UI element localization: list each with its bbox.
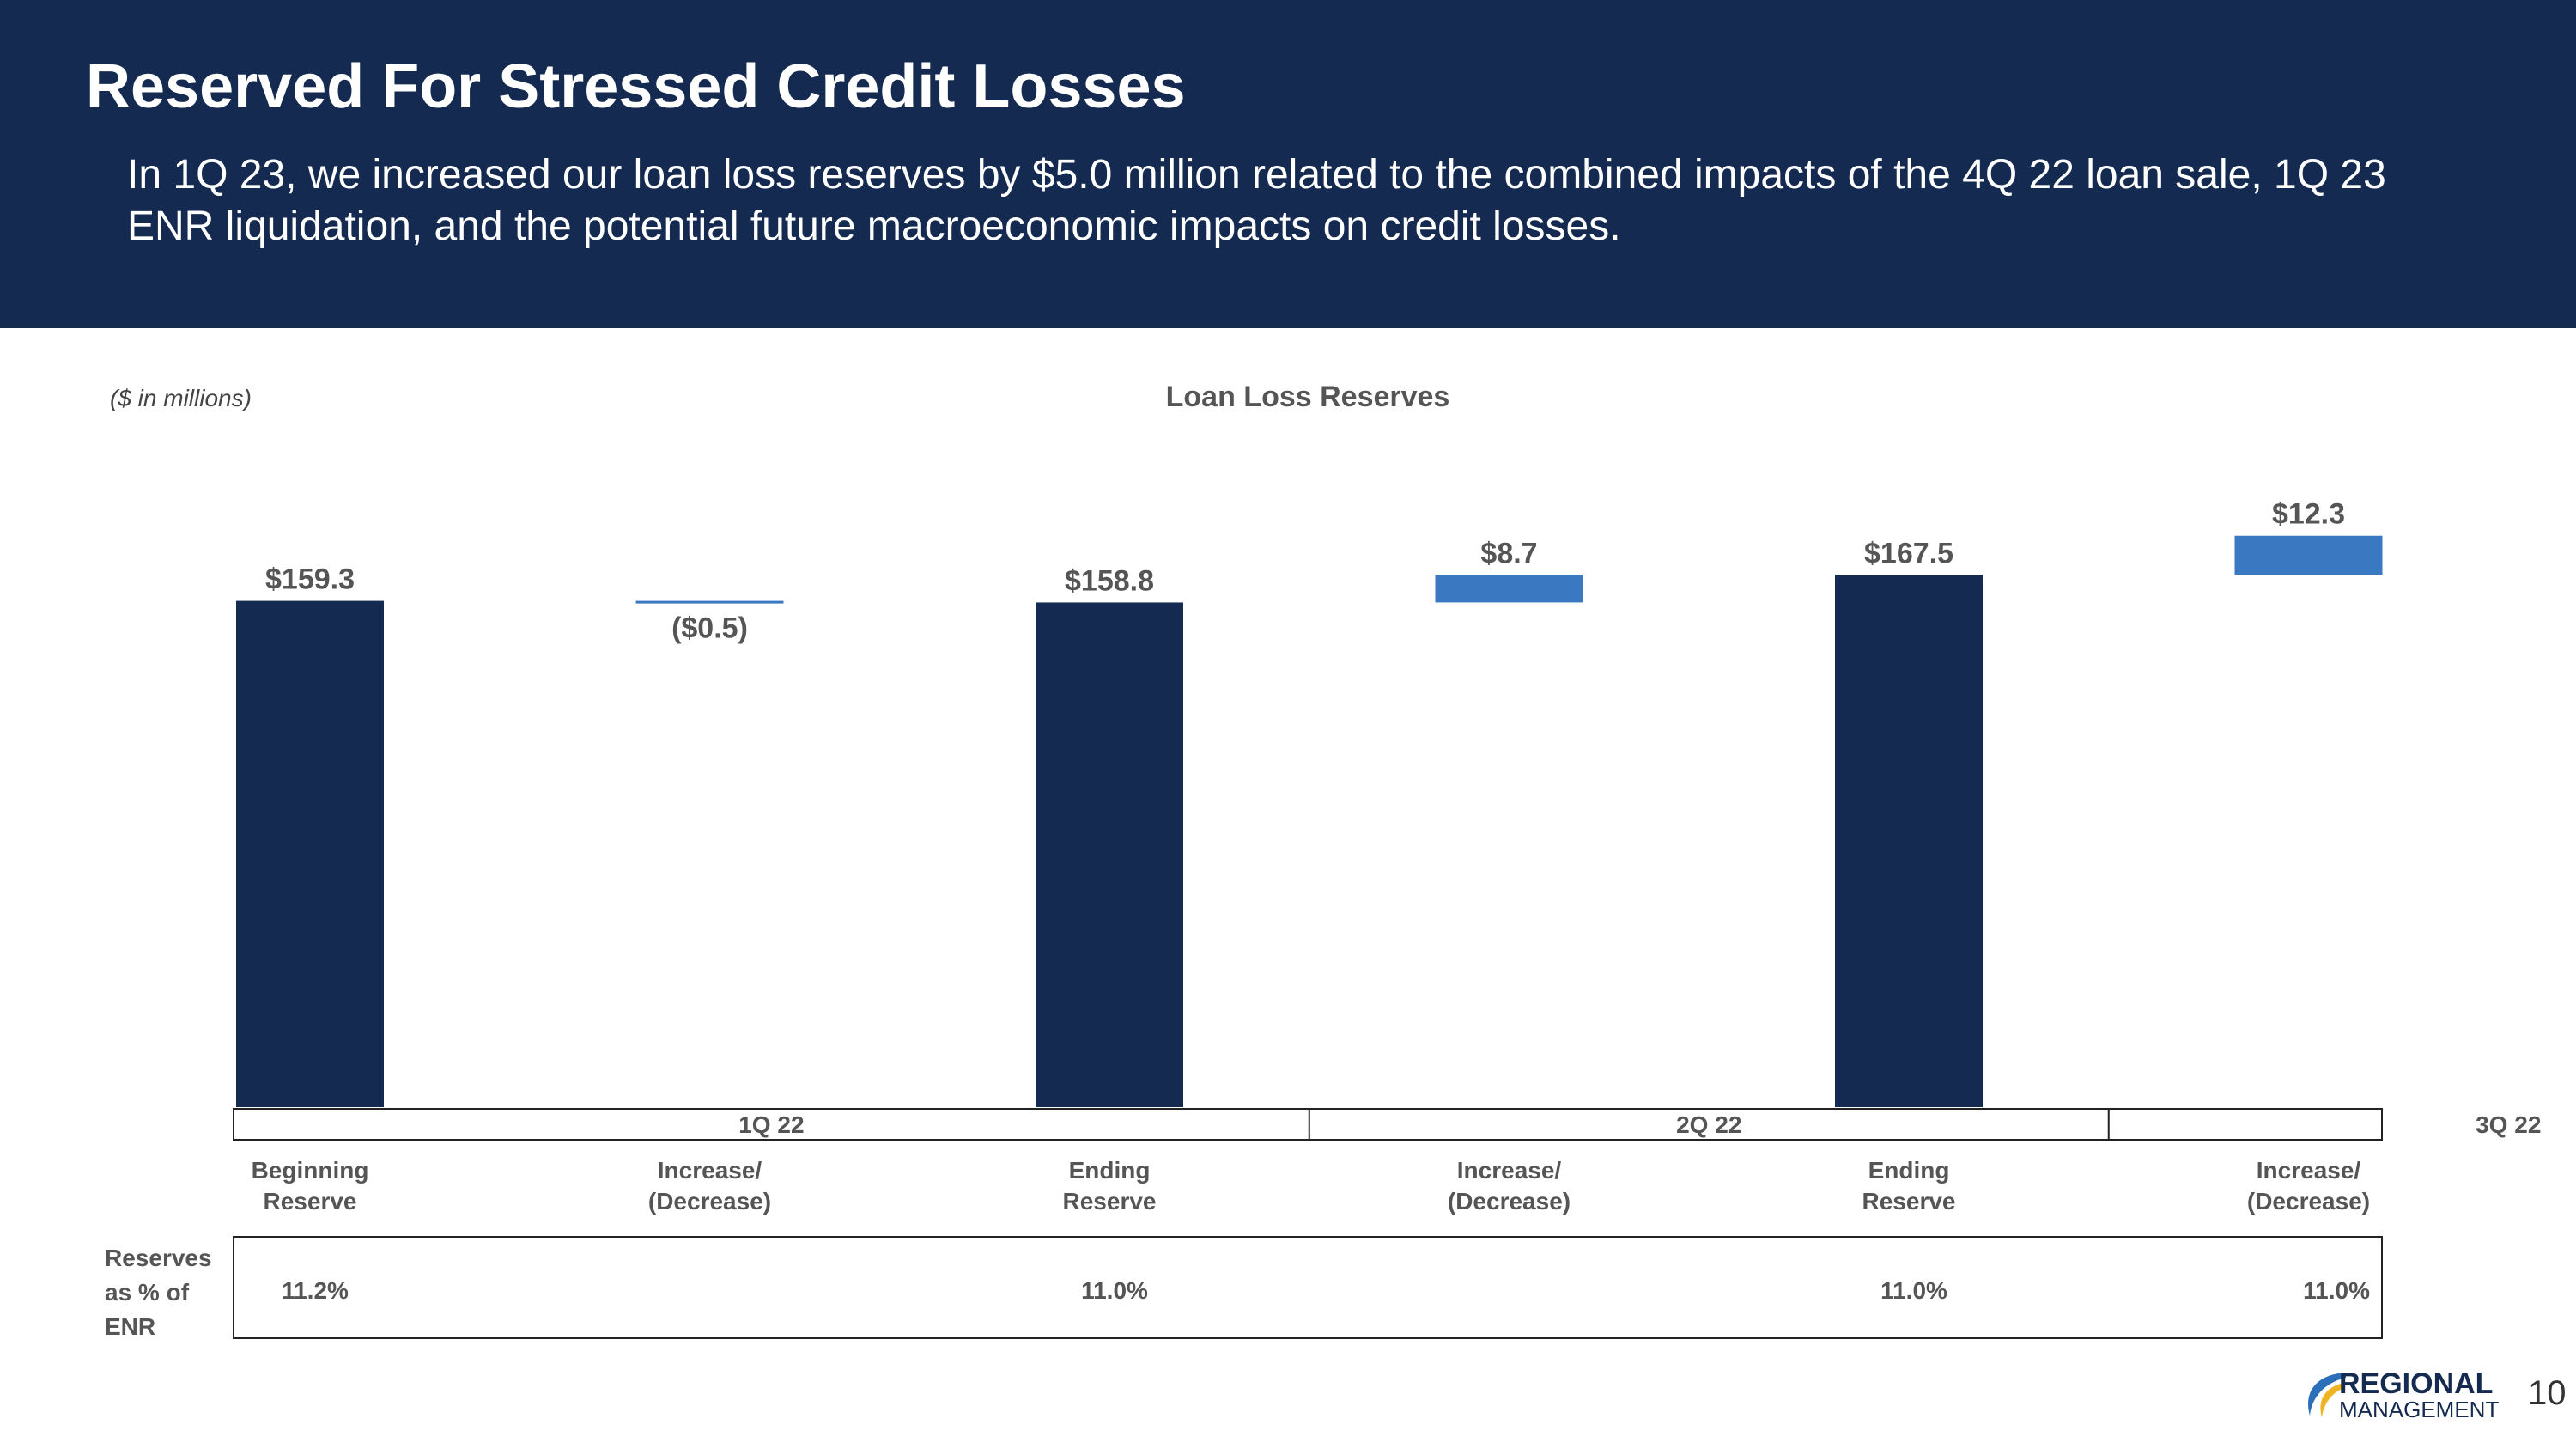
category-label-2-1: Reserve (1063, 1188, 1157, 1215)
bar-label-0: $159.3 (265, 563, 355, 596)
category-label-2-0: Ending (1069, 1157, 1151, 1184)
category-label-5-0: Increase/ (2257, 1157, 2361, 1184)
category-label-0-0: Beginning (252, 1157, 369, 1184)
category-label-5-1: (Decrease) (2247, 1188, 2370, 1215)
enr-row-label-2: ENR (105, 1313, 155, 1340)
enr-row-label-1: as % of (105, 1279, 190, 1306)
bar-label-1: ($0.5) (671, 612, 748, 645)
bar-label-5: $12.3 (2272, 498, 2345, 531)
bar-delta-5 (2234, 535, 2383, 575)
category-label-0-1: Reserve (264, 1188, 357, 1215)
category-label-1-0: Increase/ (658, 1157, 762, 1184)
category-label-1-1: (Decrease) (648, 1188, 771, 1215)
quarter-band-frame (233, 1108, 2383, 1141)
quarter-label-1: 2Q 22 (1676, 1111, 1741, 1138)
header-band: Reserved For Stressed Credit Losses In 1… (0, 0, 2576, 328)
enr-value-1: 11.0% (1081, 1277, 1148, 1304)
category-label-3-0: Increase/ (1457, 1157, 1562, 1184)
bar-label-3: $8.7 (1480, 537, 1537, 569)
bar-total-2 (1036, 602, 1183, 1107)
chart-title: Loan Loss Reserves (1166, 381, 1450, 413)
category-label-3-1: (Decrease) (1448, 1188, 1571, 1215)
bar-total-0 (236, 600, 384, 1107)
slide-subtitle: In 1Q 23, we increased our loan loss res… (127, 152, 2386, 249)
slide-title: Reserved For Stressed Credit Losses (86, 52, 1186, 121)
bar-label-2: $158.8 (1065, 564, 1154, 597)
logo-swoosh-blue (2308, 1373, 2346, 1416)
logo-swoosh-gold (2320, 1383, 2344, 1417)
enr-value-0: 11.2% (282, 1277, 349, 1304)
bar-delta-1 (635, 600, 784, 604)
bar-total-4 (1835, 575, 1983, 1107)
units-note: ($ in millions) (110, 385, 252, 411)
quarter-label-2: 3Q 22 (2476, 1111, 2541, 1138)
enr-row-frame (233, 1236, 2383, 1339)
regional-management-logo: REGIONAL MANAGEMENT (2308, 1367, 2499, 1422)
enr-row-label-0: Reserves (105, 1245, 212, 1271)
category-label-4-0: Ending (1868, 1157, 1950, 1184)
category-label-4-1: Reserve (1862, 1188, 1956, 1215)
bar-label-4: $167.5 (1864, 537, 1953, 569)
quarter-label-0: 1Q 22 (738, 1111, 804, 1138)
logo-text-top: REGIONAL (2339, 1367, 2493, 1400)
page-number: 10 (2528, 1374, 2567, 1412)
enr-value-2: 11.0% (1880, 1277, 1947, 1304)
bar-delta-3 (1435, 575, 1583, 603)
logo-text-bottom: MANAGEMENT (2339, 1397, 2499, 1422)
enr-value-5: 11.0% (2303, 1277, 2370, 1304)
